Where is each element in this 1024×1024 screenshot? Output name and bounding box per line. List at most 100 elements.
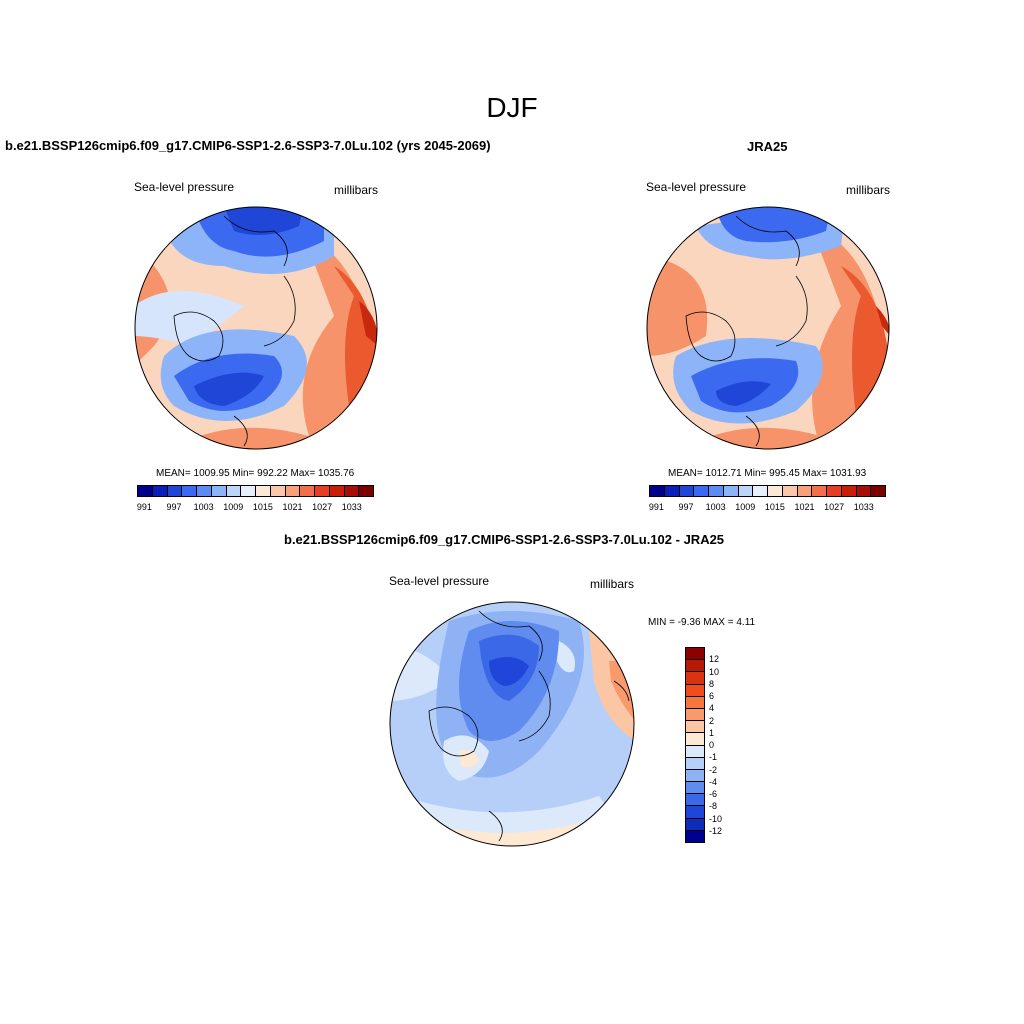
colorbar-swatch (686, 708, 704, 722)
panel-1-left-label: Sea-level pressure (134, 180, 235, 194)
colorbar-swatch (841, 486, 857, 496)
colorbar-swatch (797, 486, 813, 496)
colorbar-tick-label: -12 (709, 825, 723, 836)
colorbar-tick-label: 1003 (705, 502, 726, 512)
colorbar-swatch (300, 486, 315, 496)
colorbar-swatch (686, 757, 704, 770)
colorbar-tick-label: 1015 (252, 502, 273, 512)
colorbar-tick-label: 997 (678, 502, 694, 512)
colorbar-tick-label: 991 (136, 502, 152, 512)
colorbar-swatch (856, 486, 872, 496)
colorbar-swatch (709, 486, 724, 496)
panel-3-colorbar-ticks: 12 10 8 6 4 2 1 0 -1 -2 -4 -6 -8 -10 -12 (709, 647, 739, 843)
panel-3-stats: MIN = -9.36 MAX = 4.11 (648, 617, 756, 628)
colorbar-tick-label: 2 (709, 715, 715, 726)
colorbar-tick-label: -2 (709, 764, 718, 775)
colorbar-swatch (138, 486, 153, 496)
colorbar-swatch (686, 794, 704, 807)
colorbar-swatch (686, 830, 704, 842)
panel-3-right-label: millibars (590, 577, 635, 591)
colorbar-swatch (812, 486, 827, 496)
panel-2-right-label: millibars (846, 183, 891, 197)
colorbar-swatch (686, 672, 704, 685)
colorbar-tick-label: -4 (709, 776, 718, 787)
colorbar-swatch (679, 486, 695, 496)
panel-1-stats: MEAN= 1009.95 Min= 992.22 Max= 1035.76 (156, 468, 355, 479)
colorbar-swatch (664, 486, 680, 496)
colorbar-swatch (197, 486, 212, 496)
colorbar-swatch (182, 486, 197, 496)
panel-3-title: b.e21.BSSP126cmip6.f09_g17.CMIP6-SSP1-2.… (284, 532, 725, 547)
colorbar-swatch (270, 486, 286, 496)
colorbar-swatch (650, 486, 665, 496)
panel-2-left-label: Sea-level pressure (646, 180, 747, 194)
colorbar-swatch (344, 486, 360, 496)
colorbar-swatch (782, 486, 798, 496)
colorbar-swatch (753, 486, 768, 496)
colorbar-tick-label: 1009 (735, 502, 756, 512)
colorbar-tick-label: 4 (709, 703, 715, 714)
colorbar-tick-label: 1021 (794, 502, 815, 512)
colorbar-tick-label: 1033 (853, 502, 874, 512)
colorbar-swatch (686, 818, 704, 831)
colorbar-swatch (694, 486, 709, 496)
colorbar-tick-label: 1027 (824, 502, 845, 512)
colorbar-swatch (871, 486, 885, 496)
colorbar-swatch (686, 733, 704, 746)
colorbar-tick-label: 1015 (764, 502, 785, 512)
colorbar-swatch (686, 745, 704, 758)
panel-2-colorbar (649, 485, 886, 497)
colorbar-swatch (827, 486, 842, 496)
colorbar-tick-label: 991 (648, 502, 664, 512)
panel-2-title: JRA25 (747, 139, 788, 154)
panel-2-map (646, 206, 890, 450)
colorbar-tick-label: 997 (166, 502, 182, 512)
colorbar-swatch (686, 696, 704, 709)
colorbar-swatch (211, 486, 227, 496)
colorbar-swatch (686, 806, 704, 819)
colorbar-swatch (285, 486, 301, 496)
colorbar-swatch (315, 486, 330, 496)
figure-title: DJF (486, 92, 538, 123)
colorbar-tick-label: 1033 (341, 502, 362, 512)
colorbar-tick-label: 0 (709, 740, 715, 750)
colorbar-tick-label: 10 (709, 666, 720, 677)
colorbar-swatch (686, 684, 704, 697)
colorbar-swatch (686, 782, 704, 795)
colorbar-swatch (686, 721, 704, 734)
panel-1-map (134, 206, 378, 450)
colorbar-tick-label: 12 (709, 654, 720, 665)
colorbar-swatch (152, 486, 168, 496)
colorbar-swatch (256, 486, 271, 496)
colorbar-swatch (686, 648, 704, 661)
colorbar-swatch (738, 486, 754, 496)
colorbar-swatch (226, 486, 242, 496)
colorbar-swatch (241, 486, 256, 496)
colorbar-tick-label: -1 (709, 752, 718, 763)
colorbar-tick-label: 6 (709, 691, 715, 701)
panel-1-colorbar-ticks: 991 997 1003 1009 1015 1021 1027 1033 (137, 502, 374, 514)
colorbar-swatch (768, 486, 783, 496)
colorbar-swatch (167, 486, 183, 496)
colorbar-tick-label: 1021 (282, 502, 303, 512)
colorbar-tick-label: 1 (709, 727, 715, 738)
colorbar-swatch (329, 486, 345, 496)
panel-1-colorbar (137, 485, 374, 497)
panel-2-stats: MEAN= 1012.71 Min= 995.45 Max= 1031.93 (668, 468, 867, 479)
colorbar-tick-label: 1003 (193, 502, 214, 512)
panel-2-colorbar-ticks: 991 997 1003 1009 1015 1021 1027 1033 (649, 502, 886, 514)
colorbar-tick-label: 1027 (312, 502, 333, 512)
colorbar-swatch (723, 486, 739, 496)
colorbar-tick-label: 8 (709, 678, 715, 689)
colorbar-swatch (686, 769, 704, 783)
panel-3-left-label: Sea-level pressure (389, 574, 490, 588)
panel-3-colorbar (685, 647, 705, 843)
colorbar-tick-label: 1009 (223, 502, 244, 512)
panel-1-title: b.e21.BSSP126cmip6.f09_g17.CMIP6-SSP1-2.… (5, 138, 491, 153)
colorbar-swatch (686, 660, 704, 673)
panel-3-map (389, 601, 635, 847)
colorbar-tick-label: -8 (709, 801, 718, 812)
colorbar-swatch (359, 486, 373, 496)
panel-1-right-label: millibars (334, 183, 379, 197)
colorbar-tick-label: -10 (709, 813, 723, 824)
